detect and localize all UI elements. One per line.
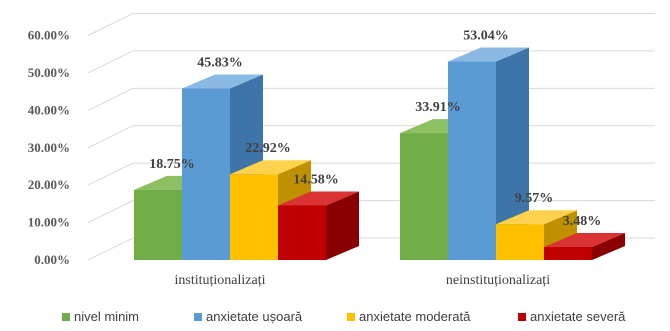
bar-side xyxy=(592,232,625,260)
legend-item-nivel-minim: nivel minim xyxy=(62,309,139,324)
data-label: 9.57% xyxy=(515,191,554,206)
bar-top xyxy=(496,210,577,225)
y-tick-label: 30.00% xyxy=(28,140,70,155)
legend-swatch xyxy=(194,312,202,321)
y-axis-tick-labels: 0.00% 10.00% 20.00% 30.00% 40.00% 50.00% 60.00… xyxy=(28,28,70,268)
bar-top xyxy=(182,74,263,89)
data-label: 14.58% xyxy=(293,172,339,187)
gridline-diagonal xyxy=(87,125,134,149)
legend-item-anxietate-severa: anxietate severă xyxy=(518,309,625,324)
legend-swatch xyxy=(62,312,70,321)
legend-label: nivel minim xyxy=(74,309,140,324)
data-label: 22.92% xyxy=(245,141,291,156)
legend-label: anxietate severă xyxy=(530,309,626,324)
bar xyxy=(496,224,544,260)
bar xyxy=(230,174,278,260)
y-tick-label: 40.00% xyxy=(28,102,70,117)
y-tick-label: 10.00% xyxy=(28,215,70,230)
gridline-diagonal xyxy=(87,200,134,224)
data-label: 53.04% xyxy=(463,29,509,44)
legend-label: anxietate ușoară xyxy=(206,309,303,324)
legend-swatch xyxy=(518,312,526,321)
bar-side xyxy=(496,47,529,261)
bar-side xyxy=(326,191,359,260)
bar-top xyxy=(230,160,311,175)
bar xyxy=(448,61,496,261)
data-label: 33.91% xyxy=(415,100,461,115)
category-label-institutionalizati: instituționalizați xyxy=(175,273,266,288)
bar xyxy=(544,246,592,260)
bar xyxy=(278,205,326,260)
bar-top xyxy=(448,47,529,62)
y-tick-label: 60.00% xyxy=(28,28,70,43)
gridline-diagonal xyxy=(87,50,134,74)
data-label: 45.83% xyxy=(197,56,243,71)
bar xyxy=(400,133,448,260)
bar xyxy=(134,189,182,260)
gridline-diagonal xyxy=(87,237,134,261)
category-label-neinstitutionalizati: neinstituționalizați xyxy=(446,273,550,288)
legend-item-anxietate-moderata: anxietate moderată xyxy=(347,309,470,324)
data-labels: 18.75% 45.83% 22.92% 14.58% 33.91% 53.04% 9.57… xyxy=(149,29,601,229)
legend-label: anxietate moderată xyxy=(359,309,471,324)
legend-item-anxietate-usoara: anxietate ușoară xyxy=(194,309,302,324)
bar-top xyxy=(544,232,625,247)
data-label: 18.75% xyxy=(149,157,195,172)
legend: nivel minim anxietate ușoară anxietate m… xyxy=(0,309,670,329)
gridline-diagonal xyxy=(87,162,134,186)
gridline-diagonal xyxy=(87,13,134,36)
data-label: 3.48% xyxy=(563,214,602,229)
bars xyxy=(134,47,625,261)
y-tick-label: 0.00% xyxy=(34,252,70,267)
bar-top xyxy=(278,191,359,206)
bar xyxy=(182,88,230,261)
gridline-diagonal xyxy=(87,87,134,111)
legend-swatch xyxy=(347,312,355,321)
y-tick-label: 50.00% xyxy=(28,65,70,80)
bar-chart: 0.00% 10.00% 20.00% 30.00% 40.00% 50.00% 60.00… xyxy=(28,13,655,288)
y-tick-label: 20.00% xyxy=(28,177,70,192)
